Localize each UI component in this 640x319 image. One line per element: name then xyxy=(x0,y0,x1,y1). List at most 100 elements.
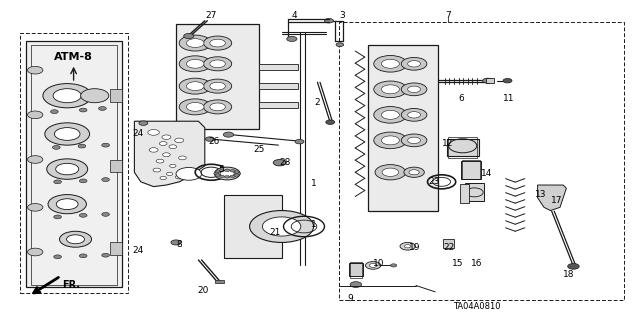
Circle shape xyxy=(204,100,232,114)
Circle shape xyxy=(408,112,420,118)
Circle shape xyxy=(204,57,232,71)
Text: 10: 10 xyxy=(373,259,385,268)
Circle shape xyxy=(52,145,60,149)
Circle shape xyxy=(179,78,211,94)
Circle shape xyxy=(175,138,184,143)
Bar xyxy=(110,89,122,102)
Circle shape xyxy=(214,172,219,175)
Circle shape xyxy=(79,254,87,258)
Circle shape xyxy=(374,107,407,123)
Circle shape xyxy=(56,199,78,210)
Text: 20: 20 xyxy=(198,286,209,295)
Circle shape xyxy=(287,36,297,41)
Circle shape xyxy=(171,240,181,245)
Circle shape xyxy=(170,164,176,167)
Bar xyxy=(443,239,454,248)
Circle shape xyxy=(250,211,314,242)
Bar xyxy=(110,242,122,255)
Circle shape xyxy=(382,168,399,176)
Circle shape xyxy=(401,57,427,70)
Circle shape xyxy=(54,128,80,140)
Circle shape xyxy=(219,175,225,178)
Circle shape xyxy=(230,175,236,178)
Circle shape xyxy=(102,178,109,182)
Circle shape xyxy=(225,175,230,178)
Bar xyxy=(368,45,438,211)
Circle shape xyxy=(400,242,415,250)
Bar xyxy=(447,139,479,156)
Circle shape xyxy=(79,213,87,217)
Text: 9: 9 xyxy=(348,294,353,303)
Text: TA04A0810: TA04A0810 xyxy=(453,302,500,311)
Circle shape xyxy=(139,121,148,125)
Bar xyxy=(349,263,363,276)
Circle shape xyxy=(210,103,225,111)
Bar xyxy=(176,24,259,129)
Bar xyxy=(461,161,481,179)
Circle shape xyxy=(159,142,167,145)
Circle shape xyxy=(81,89,109,103)
Circle shape xyxy=(160,176,166,180)
Circle shape xyxy=(381,136,399,145)
Circle shape xyxy=(179,56,211,72)
Text: 19: 19 xyxy=(409,243,420,252)
Circle shape xyxy=(166,172,173,175)
Text: 28: 28 xyxy=(279,158,291,167)
Bar xyxy=(350,262,362,278)
Text: 5: 5 xyxy=(218,165,223,174)
Circle shape xyxy=(179,156,186,160)
Circle shape xyxy=(28,248,43,256)
Bar xyxy=(215,280,224,283)
Circle shape xyxy=(408,86,420,93)
Circle shape xyxy=(79,108,87,112)
Circle shape xyxy=(186,39,204,48)
Text: 1: 1 xyxy=(311,179,316,188)
Circle shape xyxy=(401,83,427,96)
Bar xyxy=(224,195,282,258)
Text: 26: 26 xyxy=(209,137,220,146)
Bar xyxy=(259,102,298,108)
Circle shape xyxy=(404,245,411,248)
Circle shape xyxy=(149,148,158,152)
Circle shape xyxy=(156,159,164,163)
Circle shape xyxy=(230,169,236,172)
Circle shape xyxy=(205,137,214,141)
Circle shape xyxy=(503,78,512,83)
Circle shape xyxy=(483,78,493,83)
Circle shape xyxy=(401,134,427,147)
Text: 8: 8 xyxy=(177,240,182,249)
Circle shape xyxy=(102,143,109,147)
Polygon shape xyxy=(538,185,566,211)
Circle shape xyxy=(374,56,407,72)
Bar xyxy=(486,78,494,83)
Circle shape xyxy=(67,235,84,244)
Circle shape xyxy=(54,255,61,259)
Bar xyxy=(110,160,122,172)
Circle shape xyxy=(28,111,43,119)
Circle shape xyxy=(401,108,427,121)
Text: 22: 22 xyxy=(444,243,455,252)
Polygon shape xyxy=(134,121,205,187)
Text: 3: 3 xyxy=(340,11,345,20)
Bar xyxy=(259,83,298,89)
Circle shape xyxy=(409,170,419,175)
Circle shape xyxy=(404,167,424,177)
Text: 13: 13 xyxy=(535,190,547,199)
Circle shape xyxy=(169,145,177,149)
Circle shape xyxy=(179,35,211,51)
Circle shape xyxy=(568,263,579,269)
Circle shape xyxy=(176,167,202,180)
Circle shape xyxy=(163,153,170,157)
Circle shape xyxy=(374,132,407,149)
Circle shape xyxy=(102,212,109,216)
Circle shape xyxy=(408,61,420,67)
Text: ATM-8: ATM-8 xyxy=(54,52,93,63)
Circle shape xyxy=(186,59,204,68)
Circle shape xyxy=(54,180,61,184)
Circle shape xyxy=(204,36,232,50)
Circle shape xyxy=(186,82,204,91)
Circle shape xyxy=(184,33,194,39)
Circle shape xyxy=(210,82,225,90)
Text: 18: 18 xyxy=(563,270,574,279)
Circle shape xyxy=(79,179,87,183)
